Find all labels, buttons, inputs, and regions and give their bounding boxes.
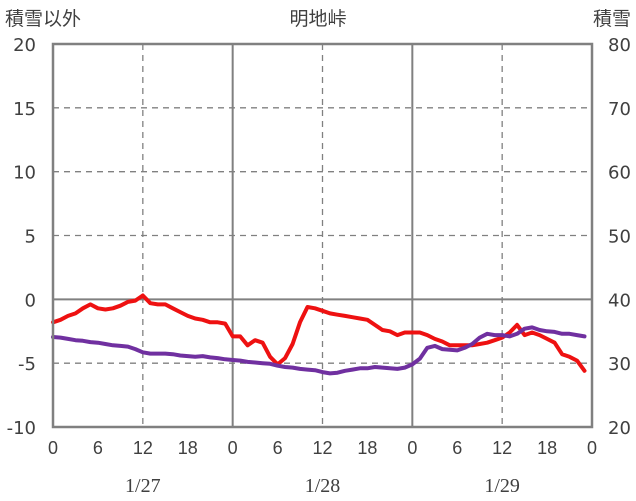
series-lines	[51, 293, 587, 376]
x-tick-label: 6	[93, 438, 103, 458]
right-tick-label: 80	[608, 35, 631, 56]
x-tick-label: 12	[133, 438, 153, 458]
right-tick-label: 50	[608, 227, 631, 248]
x-tick-label: 12	[312, 438, 332, 458]
right-tick-label: 70	[608, 99, 631, 120]
right-tick-label: 60	[608, 163, 631, 184]
left-axis-ticks: 20 15 10 5 0 -5 -10	[7, 35, 36, 439]
x-tick-label: 0	[228, 438, 238, 458]
left-tick-label: 5	[25, 227, 36, 248]
right-tick-label: 40	[608, 290, 631, 311]
left-axis-title: 積雪以外	[5, 8, 81, 30]
left-tick-label: 0	[25, 290, 36, 311]
left-tick-label: 10	[13, 163, 36, 184]
x-tick-label: 0	[407, 438, 417, 458]
purple-series-line	[51, 325, 587, 376]
gridlines	[53, 44, 592, 427]
left-tick-label: 15	[13, 99, 36, 120]
x-tick-label: 18	[357, 438, 377, 458]
x-tick-label: 0	[48, 438, 58, 458]
date-labels: 1/27 1/28 1/29	[125, 475, 520, 497]
right-tick-label: 20	[608, 418, 631, 439]
x-tick-label: 12	[492, 438, 512, 458]
right-tick-label: 30	[608, 354, 631, 375]
x-tick-label: 6	[273, 438, 283, 458]
x-tick-label: 6	[452, 438, 462, 458]
plot-frame	[51, 42, 594, 429]
left-tick-label: 20	[13, 35, 36, 56]
right-axis-title: 積雪	[593, 8, 631, 30]
red-series-line	[51, 293, 587, 373]
left-tick-label: -5	[18, 354, 36, 375]
x-tick-label: 0	[587, 438, 597, 458]
right-axis-ticks: 80 70 60 50 40 30 20	[608, 35, 631, 439]
left-tick-label: -10	[7, 418, 36, 439]
x-axis-ticks: 0 6 12 18 0 6 12 18 0 6 12 18 0	[48, 438, 597, 458]
date-label: 1/27	[125, 475, 161, 497]
date-label: 1/28	[305, 475, 341, 497]
x-tick-label: 18	[178, 438, 198, 458]
x-tick-label: 18	[537, 438, 557, 458]
chart-title: 明地峠	[289, 8, 346, 30]
date-label: 1/29	[484, 475, 520, 497]
